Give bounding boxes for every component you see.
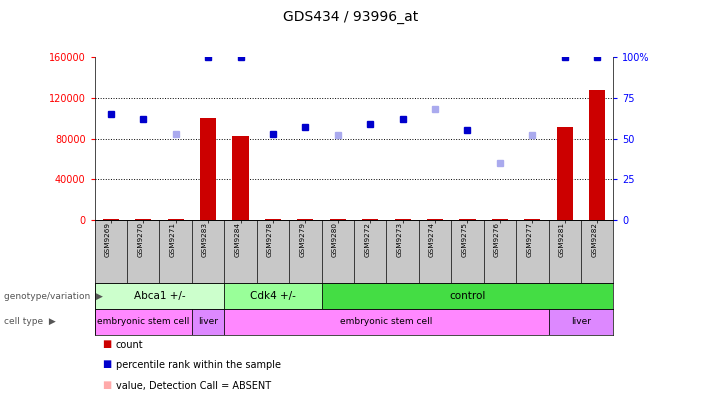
Text: embryonic stem cell: embryonic stem cell <box>97 317 189 326</box>
Text: liver: liver <box>571 317 591 326</box>
Text: GSM9269: GSM9269 <box>105 222 111 257</box>
Text: ■: ■ <box>102 339 111 348</box>
Text: GSM9271: GSM9271 <box>170 222 176 257</box>
Bar <box>224 309 549 335</box>
Bar <box>95 309 192 335</box>
Text: GSM9278: GSM9278 <box>267 222 273 257</box>
Text: GSM9280: GSM9280 <box>332 222 338 257</box>
Text: GSM9272: GSM9272 <box>365 222 370 257</box>
Text: GSM9279: GSM9279 <box>299 222 306 257</box>
Bar <box>395 219 411 220</box>
Text: Abca1 +/-: Abca1 +/- <box>134 291 185 301</box>
Text: count: count <box>116 340 143 350</box>
Text: GSM9273: GSM9273 <box>397 222 402 257</box>
Text: GSM9275: GSM9275 <box>461 222 468 257</box>
Bar <box>103 219 119 220</box>
Bar <box>192 309 224 335</box>
Bar <box>322 283 613 309</box>
Text: control: control <box>449 291 486 301</box>
Text: GSM9270: GSM9270 <box>137 222 143 257</box>
Bar <box>200 118 216 220</box>
Bar <box>459 219 475 220</box>
Bar <box>549 309 613 335</box>
Text: genotype/variation  ▶: genotype/variation ▶ <box>4 291 102 301</box>
Bar <box>135 219 151 220</box>
Bar <box>224 283 322 309</box>
Text: value, Detection Call = ABSENT: value, Detection Call = ABSENT <box>116 381 271 391</box>
Text: GSM9276: GSM9276 <box>494 222 500 257</box>
Text: GSM9284: GSM9284 <box>235 222 240 257</box>
Text: GDS434 / 93996_at: GDS434 / 93996_at <box>283 10 418 24</box>
Text: ■: ■ <box>102 380 111 390</box>
Bar <box>168 219 184 220</box>
Bar <box>524 219 540 220</box>
Bar <box>233 135 249 220</box>
Text: GSM9282: GSM9282 <box>591 222 597 257</box>
Bar <box>557 128 573 220</box>
Text: percentile rank within the sample: percentile rank within the sample <box>116 360 280 370</box>
Text: GSM9277: GSM9277 <box>526 222 532 257</box>
Text: GSM9274: GSM9274 <box>429 222 435 257</box>
Text: ■: ■ <box>102 359 111 369</box>
Text: GSM9283: GSM9283 <box>202 222 208 257</box>
Bar <box>589 90 605 220</box>
Text: cell type  ▶: cell type ▶ <box>4 317 55 326</box>
Bar <box>427 219 443 220</box>
Text: Cdk4 +/-: Cdk4 +/- <box>250 291 296 301</box>
Text: liver: liver <box>198 317 218 326</box>
Bar <box>265 219 281 220</box>
Text: embryonic stem cell: embryonic stem cell <box>340 317 433 326</box>
Text: GSM9281: GSM9281 <box>559 222 565 257</box>
Bar <box>362 219 379 220</box>
Bar <box>95 283 224 309</box>
